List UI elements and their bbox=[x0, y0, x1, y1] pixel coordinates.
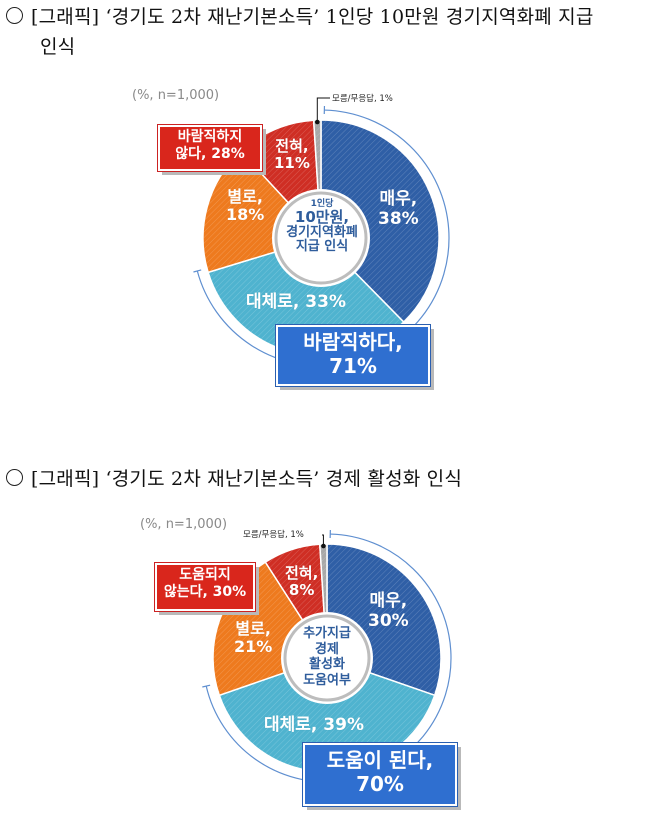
pie-chart-1: (%, n=1,000) 모름/무응답, 1% 바람직하지 않다, 28% 전혀… bbox=[132, 88, 450, 387]
label-line2: 38% bbox=[378, 208, 419, 229]
center-line3: 경기지역화폐 bbox=[286, 224, 358, 240]
negative-box-line1: 도움되지 bbox=[179, 567, 231, 583]
label-line2: 18% bbox=[226, 205, 265, 225]
label-line1: 매우, bbox=[379, 189, 418, 209]
positive-box-line1: 바람직하다, bbox=[303, 330, 403, 354]
label-line1: 전혀, bbox=[285, 564, 319, 582]
heading-1-text-cont: 인식 bbox=[40, 36, 76, 58]
center-line4: 도움여부 bbox=[303, 672, 351, 688]
label-line1: 매우, bbox=[369, 591, 408, 611]
center-line1: 1인당 bbox=[310, 199, 334, 209]
chart-1-positive-total-box: 바람직하다, 71% bbox=[275, 324, 431, 387]
negative-box-line2: 않는다, 30% bbox=[163, 583, 247, 600]
chart-1-slice-label-byeollo: 별로, 18% bbox=[226, 187, 265, 225]
pie-chart-1-graphic bbox=[193, 97, 450, 367]
center-line2: 10만원, bbox=[294, 208, 350, 227]
bullet-circle-icon bbox=[6, 469, 23, 486]
chart-2-center-label: 추가지급 경제 활성화 도움여부 bbox=[286, 626, 368, 688]
label-line2: 21% bbox=[234, 637, 273, 657]
heading-2-text: [그래픽] ‘경기도 2차 재난기본소득’ 경제 활성화 인식 bbox=[31, 468, 463, 490]
chart-2-sample-note: (%, n=1,000) bbox=[140, 517, 228, 532]
chart-2-slice-label-jeonhyeo: 전혀, 8% bbox=[285, 564, 319, 600]
section-heading-2: [그래픽] ‘경기도 2차 재난기본소득’ 경제 활성화 인식 bbox=[6, 464, 462, 494]
chart-1-slice-label-maeu: 매우, 38% bbox=[378, 189, 419, 229]
center-line1: 추가지급 bbox=[303, 626, 351, 641]
pie-slice-매우 bbox=[320, 119, 440, 324]
chart-1-sample-note: (%, n=1,000) bbox=[132, 88, 220, 103]
heading-1-text: [그래픽] ‘경기도 2차 재난기본소득’ 1인당 10만원 경기지역화폐 지급 bbox=[31, 6, 594, 28]
center-line3: 활성화 bbox=[309, 657, 345, 673]
chart-1-center-label: 1인당 10만원, 경기지역화폐 지급 인식 bbox=[271, 199, 373, 255]
positive-box-line2: 70% bbox=[356, 772, 404, 796]
chart-2-slice-label-maeu: 매우, 30% bbox=[368, 591, 409, 631]
chart-2-slice-label-daechero: 대체로, 39% bbox=[264, 715, 364, 736]
label-line2: 30% bbox=[368, 610, 409, 631]
label-line1: 별로, bbox=[227, 187, 263, 206]
chart-2-dont-know-label: 모름/무응답, 1% bbox=[243, 530, 304, 540]
positive-box-line2: 71% bbox=[329, 354, 377, 378]
chart-1-slice-label-daechero: 대체로, 33% bbox=[246, 292, 346, 313]
chart-1-dont-know-label: 모름/무응답, 1% bbox=[332, 94, 393, 104]
label-line2: 11% bbox=[274, 154, 310, 173]
label-line2: 8% bbox=[288, 581, 315, 600]
negative-box-line1: 바람직하지 bbox=[177, 129, 243, 145]
label-line1: 전혀, bbox=[275, 137, 309, 155]
label-line1: 별로, bbox=[235, 619, 271, 638]
negative-box-line2: 않다, 28% bbox=[175, 145, 245, 162]
chart-2-negative-total-box: 도움되지 않는다, 30% bbox=[154, 562, 256, 612]
chart-1-negative-total-box: 바람직하지 않다, 28% bbox=[157, 124, 263, 172]
center-line2: 경제 bbox=[315, 641, 339, 657]
section-heading-1: [그래픽] ‘경기도 2차 재난기본소득’ 1인당 10만원 경기지역화폐 지급… bbox=[6, 2, 594, 62]
bullet-circle-icon bbox=[6, 7, 23, 24]
chart-2-positive-total-box: 도움이 된다, 70% bbox=[302, 742, 458, 807]
label-line1: 대체로, 39% bbox=[264, 715, 364, 735]
positive-box-line1: 도움이 된다, bbox=[326, 748, 434, 772]
chart-2-slice-label-byeollo: 별로, 21% bbox=[234, 619, 273, 657]
center-line4: 지급 인식 bbox=[295, 239, 349, 255]
label-line1: 대체로, 33% bbox=[246, 292, 346, 312]
chart-1-slice-label-jeonhyeo: 전혀, 11% bbox=[274, 137, 310, 173]
